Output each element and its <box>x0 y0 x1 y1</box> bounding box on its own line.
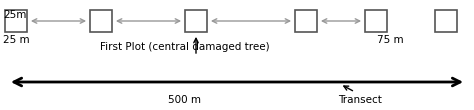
Bar <box>295 10 317 32</box>
Text: 25 m: 25 m <box>3 35 29 45</box>
Text: First Plot (central damaged tree): First Plot (central damaged tree) <box>100 42 270 52</box>
Text: Transect: Transect <box>338 95 382 105</box>
Bar <box>185 10 207 32</box>
Bar <box>435 10 457 32</box>
Bar <box>365 10 387 32</box>
Bar <box>90 10 112 32</box>
Text: 75 m: 75 m <box>377 35 403 45</box>
Text: 25m: 25m <box>3 10 27 20</box>
Bar <box>5 10 27 32</box>
Text: 500 m: 500 m <box>168 95 201 105</box>
